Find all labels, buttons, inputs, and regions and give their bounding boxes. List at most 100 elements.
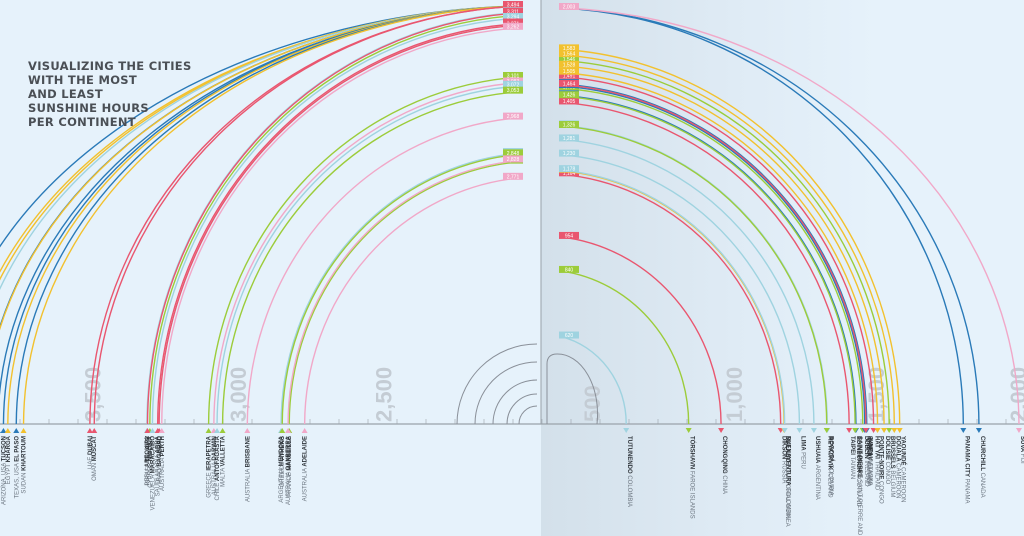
value-tag [559, 55, 579, 63]
value-tag-text: 1,564 [563, 52, 576, 58]
city-arc[interactable]: 1,546 BRUSSELS BELGIUM [559, 55, 895, 497]
city-arc[interactable]: 1,326 REYKJAVIK ICELAND [559, 121, 833, 498]
city-label: TAIPEI TAIWAN [849, 436, 855, 479]
triangle-marker-icon [285, 428, 292, 433]
city-arc[interactable]: 1,178 BUENAVENTURA COLOMBIA [559, 165, 791, 519]
city-label: UAE DUBAI [88, 436, 94, 469]
value-tag-text: 840 [565, 267, 574, 273]
value-tag [559, 44, 579, 52]
city-arc[interactable]: 1,862CHURCHILL CANADA [559, 3, 985, 498]
triangle-marker-icon [810, 428, 817, 433]
value-tag [503, 71, 523, 79]
city-label: AUSTRALIA DARWIN [212, 436, 218, 495]
city-arc[interactable]: 3,101 GREECE IERAPETRA [205, 71, 523, 498]
city-arc[interactable]: 954 CHONGQING CHINA [559, 231, 727, 494]
axis-tick-label: 2,500 [372, 367, 397, 422]
value-tag-text: 1,230 [563, 151, 576, 157]
city-arc[interactable]: 1,583 YAOUNDÉ CAMEROON [559, 44, 908, 502]
triangle-marker-icon [0, 428, 7, 433]
city-label: BRUSSELS BELGIUM [889, 436, 895, 497]
city-arc[interactable]: 2,003 SUVA FIJI [559, 3, 1024, 464]
city-arc[interactable]: 2,848 GREECE ATHENS [279, 149, 523, 487]
value-tag [559, 71, 579, 79]
city-arc[interactable]: 3,072 CHILE ANTOFAGASTA [214, 80, 523, 501]
city-arc[interactable]: 3,053 MALTA VALLETTA [219, 86, 523, 487]
value-tag-text: 3,072 [507, 82, 520, 88]
value-tag [559, 3, 579, 10]
triangle-marker-icon [0, 431, 1, 433]
value-tag [559, 79, 579, 87]
city-arc[interactable]: 3,294 VENEZUELA MARACAIBO [149, 13, 523, 510]
value-tag-text: 1,528 [563, 62, 576, 68]
city-arc[interactable]: 3,083AUSTRALIA DARWIN [210, 77, 523, 495]
city-label: GREECE IERAPETRA [207, 435, 213, 497]
value-tag-text: 1,505 [563, 69, 576, 75]
triangle-marker-icon [158, 428, 165, 433]
city-arc[interactable]: 1,176MALABO EQUATORIAL GUINEA [559, 165, 790, 527]
city-label: BUENAVENTURA COLOMBIA [785, 436, 791, 519]
city-label: CYPRUS NICOSIA [148, 435, 154, 487]
city-label: AUSTRALIA CANBERRA [286, 435, 292, 505]
city-label: HANOI VIETNAM [866, 436, 872, 484]
city-arc[interactable]: 3,303CYPRUS NICOSIA [146, 10, 523, 488]
value-tag [503, 13, 523, 21]
city-arc[interactable]: 1,464 HANOI VIETNAM [559, 79, 872, 484]
value-tag [559, 97, 579, 105]
city-arc[interactable]: 1,426 EDINBURGH SCOTLAND [559, 91, 861, 507]
city-arc[interactable]: 1,281 USHUAIA ARGENTINA [559, 134, 820, 500]
city-label: DOUALA CAMEROON [894, 436, 900, 498]
triangle-marker-icon [244, 428, 251, 433]
value-tag-text: 1,583 [563, 46, 576, 52]
city-arc[interactable]: 1,491 HAT YAI THAILAND [559, 71, 880, 491]
value-tag-text: 954 [565, 233, 574, 239]
city-arc[interactable]: 1,405 TAIPEI TAIWAN [559, 97, 855, 479]
city-label: POINTE-NOIRE CONGO [878, 436, 884, 504]
city-arc[interactable]: 840 TÓRSHAVN FAROE ISLANDS [559, 265, 697, 519]
city-arc[interactable]: 1,164 DIKSON RUSSIA [559, 169, 787, 483]
city-arc[interactable]: 2,771 AUSTRALIA ADELAIDE [301, 172, 523, 502]
value-tag [559, 91, 579, 99]
triangle-marker-icon [870, 428, 877, 433]
value-tag-text: 1,464 [563, 81, 576, 87]
city-label: CHILE ANTOFAGASTA [215, 435, 221, 500]
city-arc[interactable]: 3,262 AUSTRALIA PERTH [158, 22, 523, 491]
value-tag [559, 60, 579, 68]
value-tag-text: 1,326 [563, 123, 576, 129]
value-tag-text: 1,178 [563, 167, 576, 173]
city-label: EGYPT KHARGA [6, 435, 12, 484]
city-arc[interactable]: 620 TUTUNENDO COLOMBIA [559, 331, 632, 507]
city-label: DUBLIN IRELAND [863, 436, 869, 487]
city-arc[interactable]: 2,828 AUSTRALIA CANBERRA [285, 155, 523, 505]
value-tag-text: 3,101 [507, 73, 520, 79]
value-tag-text: 620 [565, 333, 574, 339]
triangle-marker-icon [623, 428, 630, 433]
city-label: SAUDI ARABIA ABHA [156, 435, 162, 496]
city-arc[interactable]: 3,494 OMAN MUSCAT [91, 1, 523, 481]
city-arc[interactable]: 2,824FRANCE MARSEILLE [286, 156, 523, 497]
city-label: IQALUIT CANADA [865, 436, 871, 487]
triangle-marker-icon [144, 428, 151, 433]
city-arc[interactable]: 1,564 DOUALA CAMEROON [559, 50, 900, 498]
city-arc[interactable]: 3,313PERU AREQUIPA [143, 7, 523, 486]
city-arc[interactable]: 2,852ARGENTINA MENDOZA [278, 148, 523, 503]
value-tag-text: 3,494 [507, 3, 520, 9]
triangle-marker-icon [886, 428, 893, 433]
city-arc[interactable]: 1,528 DOLISIE CONGO [559, 60, 890, 485]
value-tag [559, 50, 579, 58]
triangle-marker-icon [214, 428, 221, 433]
city-arc[interactable]: 1,807PANAMA CITY PANAMA [559, 3, 969, 503]
city-arc[interactable]: 1,460IQALUIT CANADA [559, 81, 871, 487]
triangle-marker-icon [874, 428, 881, 433]
city-arc[interactable]: 1,505 POINTE-NOIRE CONGO [559, 67, 884, 504]
city-arc[interactable]: 3,311 ISRAEL TEL AVIV [144, 7, 523, 485]
city-label: YAOUNDÉ CAMEROON [900, 436, 908, 502]
city-arc[interactable]: 1,230 LIMA PERU [559, 149, 805, 469]
city-label: AUSTRALIA PERTH [160, 436, 166, 491]
triangle-marker-icon [685, 428, 692, 433]
city-label: BOGOTÁ COLOMBIA [827, 436, 834, 496]
city-label: MALABO EQUATORIAL GUINEA [784, 436, 790, 527]
value-tag [503, 1, 523, 8]
city-arc[interactable]: 2,968 AUSTRALIA BRISBANE [244, 112, 523, 502]
value-tag [559, 149, 579, 157]
triangle-marker-icon [20, 428, 27, 433]
